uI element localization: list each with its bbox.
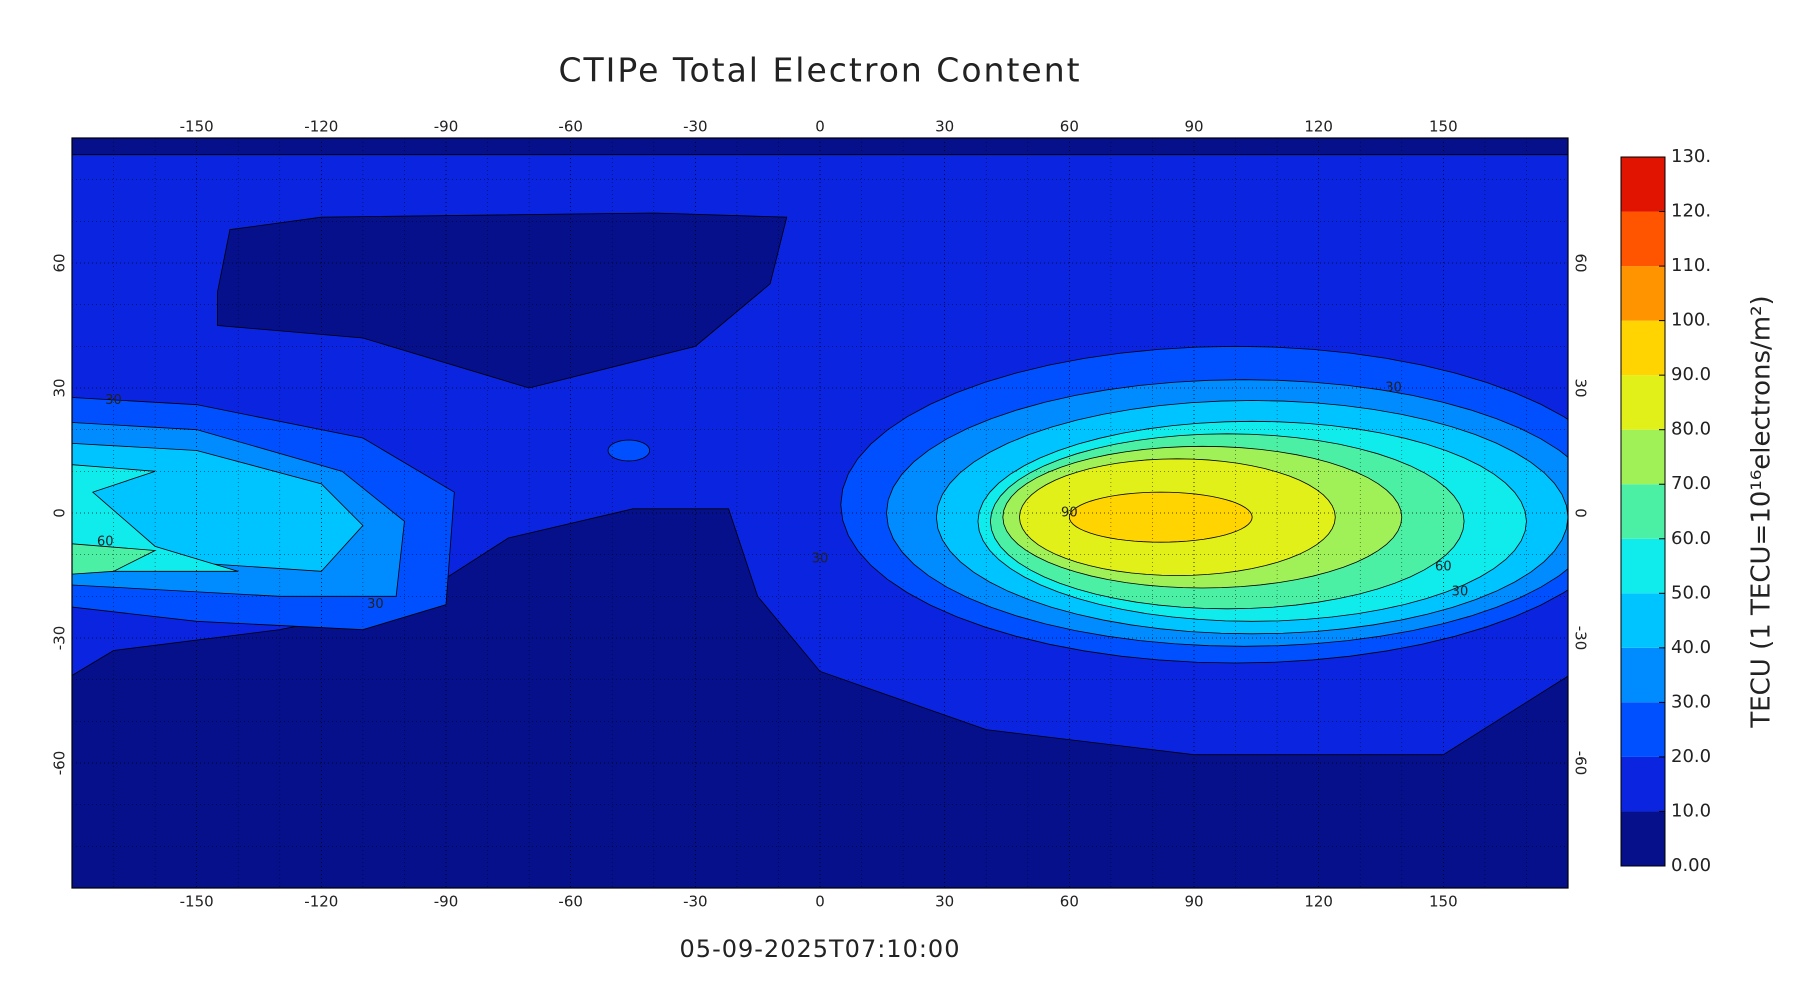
y-tick-label: 30 xyxy=(1572,378,1590,397)
colorbar-tick-label: 40.0 xyxy=(1671,637,1711,658)
colorbar-segment xyxy=(1621,811,1665,866)
colorbar-tick-label: 50.0 xyxy=(1671,582,1711,603)
colorbar-tick-label: 60.0 xyxy=(1671,528,1711,549)
contour-label: 30 xyxy=(1452,585,1469,600)
colorbar-tick-label: 100. xyxy=(1671,310,1711,331)
colorbar-tick-label: 120. xyxy=(1671,201,1711,222)
x-tick-label: -120 xyxy=(304,893,338,911)
x-tick-label: -150 xyxy=(180,118,214,136)
colorbar-segment xyxy=(1621,756,1665,812)
colorbar-tick-label: 110. xyxy=(1671,255,1711,276)
colorbar-segment xyxy=(1621,702,1665,757)
x-tick-label: 120 xyxy=(1304,118,1333,136)
colorbar-segment xyxy=(1621,320,1665,376)
x-tick-label: 60 xyxy=(1060,893,1079,911)
timestamp: 05-09-2025T07:10:00 xyxy=(680,935,961,963)
y-tick-label: 30 xyxy=(51,378,69,397)
x-tick-label: -90 xyxy=(434,118,459,136)
y-tick-label: 0 xyxy=(1572,508,1590,518)
y-tick-label: 60 xyxy=(51,253,69,272)
colorbar-tick-label: 90.0 xyxy=(1671,364,1711,385)
colorbar-tick-label: 10.0 xyxy=(1671,800,1711,821)
x-tick-label: 0 xyxy=(815,118,825,136)
colorbar-tick-label: 0.00 xyxy=(1671,855,1711,876)
colorbar-segment xyxy=(1621,538,1665,594)
x-tick-label: 30 xyxy=(935,893,954,911)
x-tick-label: 150 xyxy=(1429,118,1458,136)
x-tick-label: 120 xyxy=(1304,893,1333,911)
colorbar-segment xyxy=(1621,157,1665,212)
x-tick-label: 30 xyxy=(935,118,954,136)
y-tick-label: -30 xyxy=(51,626,69,651)
y-tick-label: -30 xyxy=(1572,626,1590,651)
x-tick-label: 60 xyxy=(1060,118,1079,136)
colorbar-segment xyxy=(1621,647,1665,703)
x-tick-label: -150 xyxy=(180,893,214,911)
x-tick-label: 90 xyxy=(1184,893,1203,911)
colorbar-tick-label: 70.0 xyxy=(1671,473,1711,494)
contour-region xyxy=(217,212,788,389)
colorbar-segment xyxy=(1621,375,1665,430)
y-tick-label: -60 xyxy=(1572,751,1590,776)
x-tick-label: -120 xyxy=(304,118,338,136)
x-tick-label: -60 xyxy=(558,118,583,136)
x-tick-label: 150 xyxy=(1429,893,1458,911)
contour-label: 30 xyxy=(105,393,122,408)
colorbar-tick-label: 80.0 xyxy=(1671,419,1711,440)
colorbar-tick-label: 130. xyxy=(1671,146,1711,167)
x-tick-label: -90 xyxy=(434,893,459,911)
colorbar-tick-label: 30.0 xyxy=(1671,691,1711,712)
contour-label: 60 xyxy=(97,535,114,550)
x-tick-label: -30 xyxy=(683,893,708,911)
x-tick-label: 0 xyxy=(815,893,825,911)
colorbar-frame xyxy=(1620,156,1666,867)
colorbar-tick-label: 20.0 xyxy=(1671,746,1711,767)
x-tick-label: 90 xyxy=(1184,118,1203,136)
contour-label: 90 xyxy=(1061,506,1078,521)
colorbar-segment xyxy=(1621,211,1665,267)
chart-title: CTIPe Total Electron Content xyxy=(558,51,1081,90)
x-tick-label: -60 xyxy=(558,893,583,911)
colorbar-label: TECU (1 TECU=10¹⁶electrons/m²) xyxy=(1747,295,1777,728)
colorbar-segment xyxy=(1621,266,1665,321)
x-tick-label: -30 xyxy=(683,118,708,136)
colorbar-segment xyxy=(1621,484,1665,539)
colorbar-segment xyxy=(1621,429,1665,485)
contour-region xyxy=(1068,491,1253,543)
colorbar-segment xyxy=(1621,593,1665,648)
contour-label: 30 xyxy=(367,597,384,612)
contour-region xyxy=(607,439,651,462)
contour-label: 30 xyxy=(1385,381,1402,396)
y-tick-label: 0 xyxy=(51,508,69,518)
y-tick-label: 60 xyxy=(1572,253,1590,272)
contour-label: 60 xyxy=(1435,560,1452,575)
contour-region xyxy=(72,138,1568,156)
y-tick-label: -60 xyxy=(51,751,69,776)
